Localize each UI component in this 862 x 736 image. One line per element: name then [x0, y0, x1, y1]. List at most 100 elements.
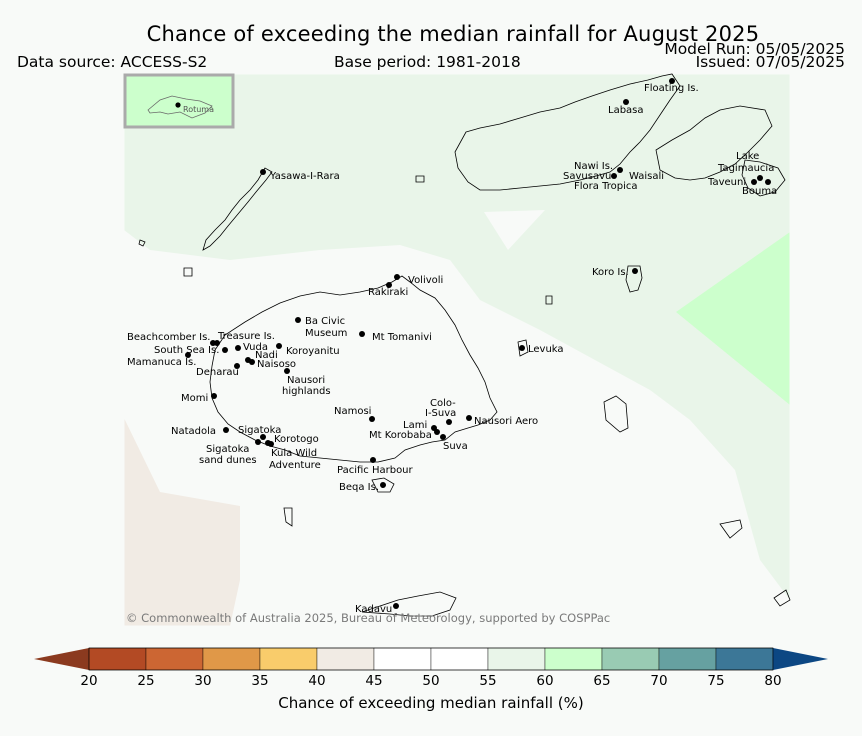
label-savusavu: Savusavu	[563, 171, 611, 182]
koro-coast	[625, 265, 643, 293]
label-nawi: Nawi Is.	[574, 161, 613, 172]
label-lake-2: Tagimaucia	[717, 163, 774, 174]
marker-beqa	[380, 482, 386, 488]
marker-rakiraki	[386, 282, 392, 288]
label-floating: Floating Is.	[644, 83, 699, 94]
marker-yasawa	[260, 169, 266, 175]
data-source: Data source: ACCESS-S2	[17, 53, 208, 71]
label-rakiraki: Rakiraki	[368, 287, 408, 298]
label-suva: Suva	[443, 441, 468, 452]
marker-kula	[265, 440, 271, 446]
colorbar-tick-label: 80	[764, 673, 782, 689]
colorbar-tick-label: 30	[194, 673, 212, 689]
label-vuda: Vuda	[243, 342, 268, 353]
marker-kadavu	[393, 603, 399, 609]
label-natadola: Natadola	[171, 426, 216, 437]
colorbar-cell	[145, 647, 204, 671]
label-sigatoka-dunes-1: Sigatoka	[206, 444, 249, 455]
colorbar-tick-label: 35	[251, 673, 269, 689]
marker-nawi	[617, 167, 623, 173]
marker-savusavu	[611, 173, 617, 179]
label-nausori-highlands-2: highlands	[282, 386, 331, 397]
colorbar-outline	[88, 647, 774, 671]
marker-namosi	[369, 416, 375, 422]
marker-denarau	[234, 363, 240, 369]
label-denarau: Denarau	[196, 367, 239, 378]
islet-1	[415, 175, 425, 183]
viti-levu-coast	[209, 275, 498, 463]
label-momi: Momi	[181, 393, 208, 404]
label-kadavu: Kadavu	[355, 604, 392, 615]
colorbar-low-extension	[34, 648, 89, 670]
colorbar-cell	[487, 647, 546, 671]
bouma-coast	[741, 159, 786, 197]
colorbar-tick-label: 70	[650, 673, 668, 689]
marker-nausori-highlands	[284, 368, 290, 374]
marker-suva	[440, 434, 446, 440]
label-korotogo: Korotogo	[274, 434, 319, 445]
marker-taveuni	[751, 179, 757, 185]
colorbar-tick-label: 60	[536, 673, 554, 689]
label-nausori-aero: Nausori Aero	[474, 416, 538, 427]
marker-koro	[632, 268, 638, 274]
marker-labasa	[623, 99, 629, 105]
islet-6	[719, 519, 743, 539]
label-yasawa: Yasawa-I-Rara	[269, 171, 340, 182]
label-volivoli: Volivoli	[408, 275, 443, 286]
marker-floating	[669, 78, 675, 84]
label-waisali: Waisali	[629, 171, 664, 182]
label-ba-1: Ba Civic	[305, 316, 345, 327]
colorbar-tick-label: 40	[308, 673, 326, 689]
rotuma-coastline	[147, 95, 213, 119]
colorbar	[34, 647, 828, 671]
marker-ba	[295, 317, 301, 323]
label-southsea: South Sea Is.	[154, 345, 219, 356]
label-pacific-harbour: Pacific Harbour	[337, 465, 414, 476]
marker-volivoli	[394, 274, 400, 280]
label-namosi: Namosi	[334, 406, 371, 417]
place-labels: Floating Is. Labasa Nawi Is. Savusavu Wa…	[127, 83, 777, 615]
label-koro: Koro Is.	[592, 267, 629, 278]
label-beqa: Beqa Is.	[339, 482, 379, 493]
model-run: Model Run: 05/05/2025	[664, 40, 845, 58]
vanua-levu-coast	[454, 73, 681, 191]
issued-date: Issued: 07/05/2025	[695, 53, 845, 71]
label-mamanuca: Mamanuca Is.	[127, 357, 196, 368]
marker-vuda	[235, 345, 241, 351]
marker-mamanuca	[185, 352, 191, 358]
colorbar-title: Chance of exceeding median rainfall (%)	[278, 694, 584, 712]
marker-lake	[757, 175, 763, 181]
colorbar-tick-label: 20	[80, 673, 98, 689]
taveuni-coast	[655, 105, 773, 181]
islet-7	[773, 589, 791, 607]
colorbar-cell	[259, 647, 318, 671]
rotuma-label: Rotuma	[183, 105, 214, 114]
label-sigatoka: Sigatoka	[238, 425, 281, 436]
label-nadi: Nadi	[255, 350, 278, 361]
colorbar-cell	[373, 647, 432, 671]
map-region-60-65	[676, 232, 790, 405]
label-ba-2: Museum	[305, 328, 347, 339]
label-tomanivi: Mt Tomanivi	[372, 332, 432, 343]
beqa-coast	[371, 477, 395, 493]
ovalau-coast	[517, 339, 529, 357]
map-title: Chance of exceeding the median rainfall …	[146, 22, 760, 46]
label-levuka: Levuka	[528, 344, 564, 355]
label-koroyanitu: Koroyanitu	[286, 346, 340, 357]
colorbar-cell	[601, 647, 660, 671]
label-treasure: Treasure Is.	[217, 331, 275, 342]
marker-natadola	[223, 427, 229, 433]
islet-4	[545, 295, 553, 305]
label-lake-1: Lake	[736, 151, 759, 162]
copyright-text: © Commonwealth of Australia 2025, Bureau…	[126, 611, 611, 625]
islet-2	[183, 267, 193, 277]
label-korobaba: Mt Korobaba	[369, 430, 432, 441]
kadavu-coast	[361, 591, 457, 617]
marker-bouma	[765, 179, 771, 185]
marker-tomanivi	[359, 331, 365, 337]
label-bouma: Bouma	[742, 186, 777, 197]
colorbar-tick-label: 65	[593, 673, 611, 689]
place-markers	[185, 78, 771, 609]
colorbar-cell	[202, 647, 261, 671]
